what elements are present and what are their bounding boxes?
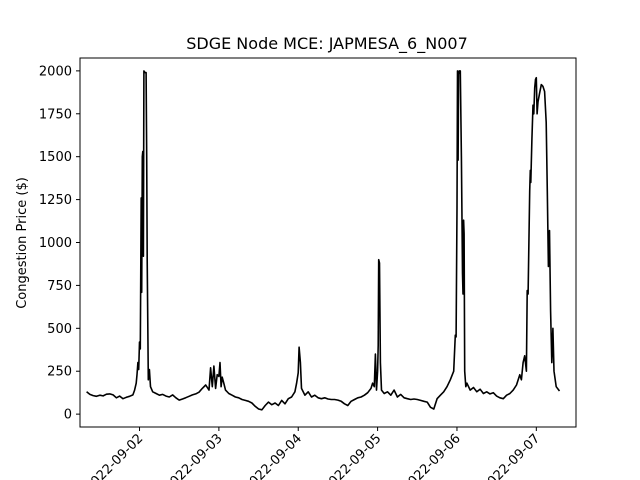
chart-title: SDGE Node MCE: JAPMESA_6_N007 bbox=[186, 34, 468, 54]
plot-area bbox=[86, 70, 561, 411]
y-tick-label: 500 bbox=[47, 322, 72, 337]
y-tick-label: 250 bbox=[47, 365, 72, 380]
y-tick-label: 1000 bbox=[39, 236, 72, 251]
y-tick-label: 1750 bbox=[39, 107, 72, 122]
y-axis-label: Congestion Price ($) bbox=[15, 177, 30, 309]
y-tick-label: 2000 bbox=[39, 64, 72, 79]
y-axis: 0 250 500 750 1000 1250 1500 1750 2000 bbox=[39, 64, 80, 423]
y-tick-label: 0 bbox=[64, 408, 72, 423]
series-line bbox=[86, 70, 561, 411]
y-tick-label: 750 bbox=[47, 279, 72, 294]
plot-frame bbox=[79, 57, 577, 428]
y-tick-label: 1500 bbox=[39, 150, 72, 165]
y-tick-label: 1250 bbox=[39, 193, 72, 208]
